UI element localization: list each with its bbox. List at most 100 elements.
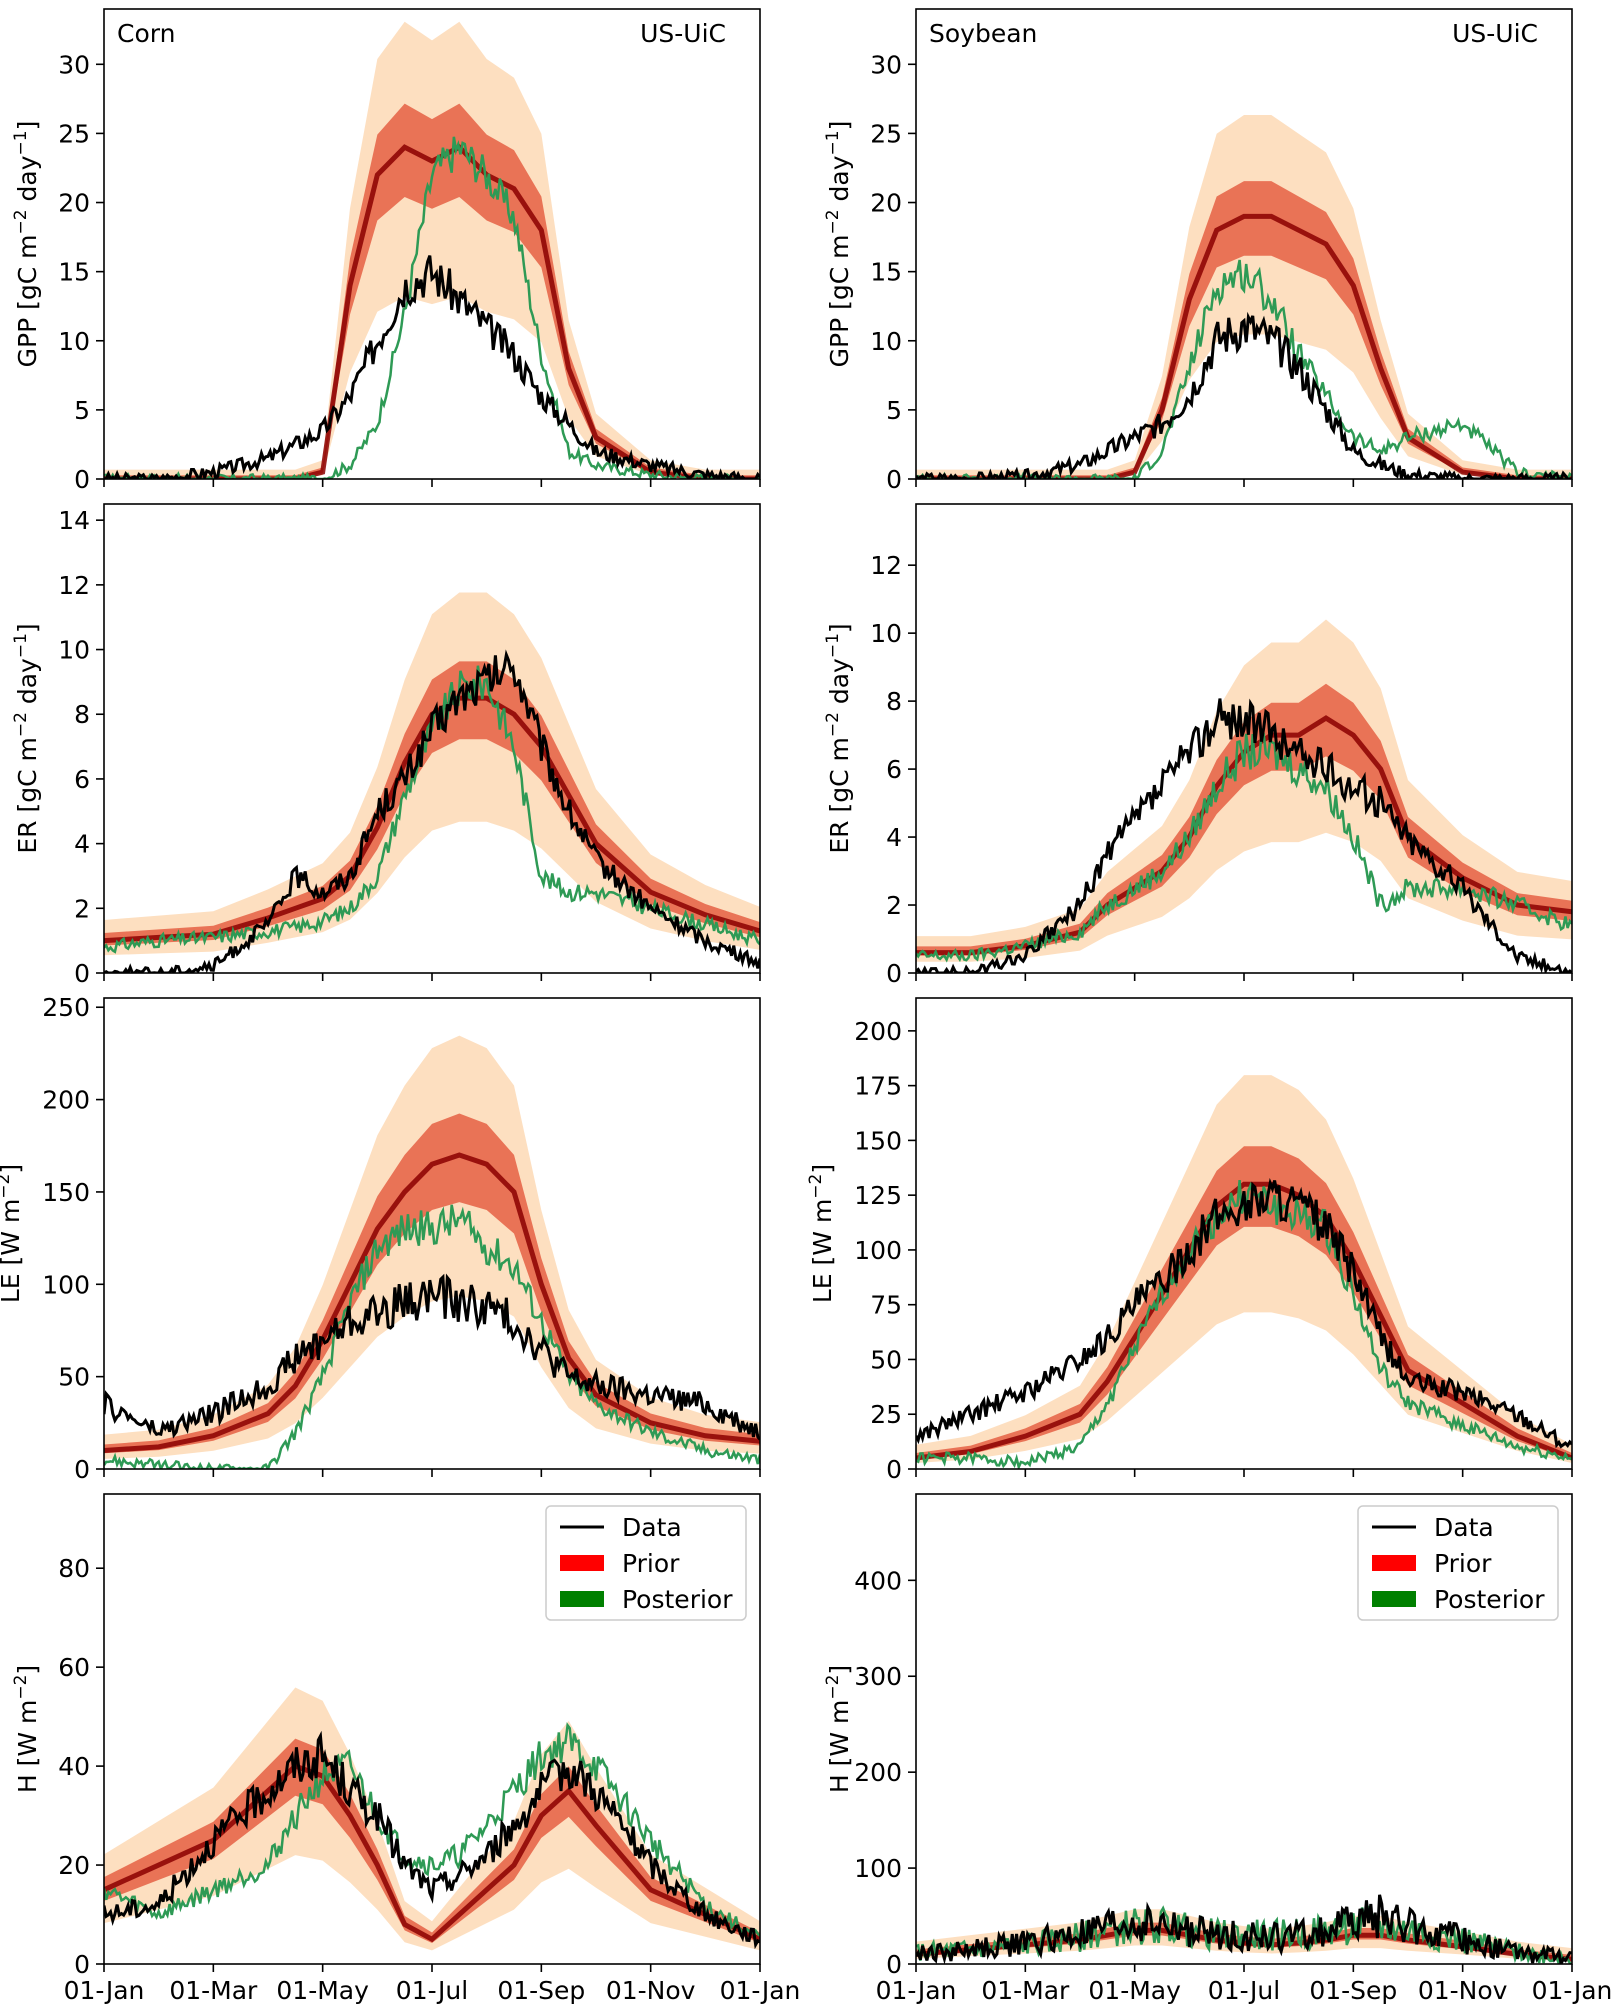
site-label: US-UiC: [640, 19, 726, 48]
y-label-sup: −1: [11, 130, 31, 155]
y-tick-label: 200: [854, 1017, 902, 1046]
y-tick-label: 150: [42, 1178, 90, 1207]
y-tick-label: 15: [58, 258, 90, 287]
y-tick-label: 200: [42, 1086, 90, 1115]
x-tick-label: 01-Sep: [1309, 1976, 1397, 2005]
y-label-close: ]: [825, 121, 854, 131]
panel-corn-h: 0 20 40 60 80 01-Jan 01-Mar 01-May 01-Jul 01-Sep 0…: [11, 1493, 800, 2005]
legend-data-label: Data: [622, 1513, 682, 1542]
y-axis-label: ER [gC m−2 day−1]: [11, 623, 42, 853]
y-tick-label: 80: [58, 1554, 90, 1583]
y-tick-label: 0: [886, 959, 902, 988]
y-label-sup: −2: [806, 1174, 826, 1199]
y-label-main: GPP [gC m: [13, 234, 42, 367]
y-label-sup: −1: [11, 633, 31, 658]
prior-line: [916, 1181, 1572, 1461]
prior-line: [104, 144, 760, 479]
panel-soy-h: 0 100 200 300 400 01-Jan 01-Mar 01-May 01-Jul 01-…: [823, 1493, 1612, 2005]
y-label-sup: −1: [823, 633, 843, 658]
y-label-sup: −2: [823, 209, 843, 234]
posterior-line: [916, 259, 1572, 479]
y-label-main: ER [gC m: [825, 737, 854, 854]
y-tick-label: 8: [74, 700, 90, 729]
x-tick-label: 01-May: [276, 1976, 369, 2005]
y-tick-label: 0: [886, 1455, 902, 1484]
prior-line: [104, 1763, 760, 1943]
prior-band-light: [104, 21, 760, 479]
y-tick-label: 250: [42, 993, 90, 1022]
site-label: US-UiC: [1452, 19, 1538, 48]
y-tick-label: 2: [886, 891, 902, 920]
data-line: [916, 311, 1572, 479]
panel-soy-er: 0 2 4 6 8 10 12 ER [gC m−2 day−1]: [823, 503, 1573, 988]
prior-band-light: [104, 1687, 760, 1951]
posterior-line: [104, 1204, 760, 1469]
y-tick-label: 10: [870, 619, 902, 648]
posterior-line: [104, 1722, 760, 1938]
legend-data-label: Data: [1434, 1513, 1494, 1542]
plot-area: [104, 1687, 760, 1951]
y-tick-label: 20: [58, 1851, 90, 1880]
y-tick-label: 300: [854, 1662, 902, 1691]
legend-prior-label: Prior: [1434, 1549, 1492, 1578]
legend-posterior-label: Posterior: [622, 1585, 733, 1614]
x-tick-label: 01-May: [1088, 1976, 1181, 2005]
y-tick-label: 75: [870, 1291, 902, 1320]
y-tick-label: 100: [854, 1236, 902, 1265]
y-label-sup: −2: [11, 1675, 31, 1700]
legend-posterior-label: Posterior: [1434, 1585, 1545, 1614]
y-label-main: LE [W m: [808, 1199, 837, 1303]
legend-prior-label: Prior: [622, 1549, 680, 1578]
x-tick-label: 01-Mar: [981, 1976, 1070, 2005]
legend-posterior-swatch: [560, 1591, 604, 1607]
y-tick-label: 8: [886, 687, 902, 716]
panel-corn-le: 0 50 100 150 200 250 LE [W m−2]: [0, 993, 761, 1484]
y-label-sup: −2: [11, 712, 31, 737]
data-line: [104, 649, 760, 973]
y-label-close: ]: [0, 1164, 25, 1174]
y-tick-label: 10: [870, 327, 902, 356]
y-label-main: H [W m: [825, 1700, 854, 1794]
y-tick-label: 0: [74, 1455, 90, 1484]
y-label-close: ]: [13, 1665, 42, 1675]
y-tick-label: 50: [58, 1363, 90, 1392]
y-label-main: GPP [gC m: [825, 234, 854, 367]
y-tick-label: 20: [870, 189, 902, 218]
prior-band-light: [916, 619, 1572, 962]
prior-band-light: [104, 592, 760, 956]
y-tick-label: 0: [74, 1950, 90, 1979]
y-label-close: ]: [13, 121, 42, 131]
y-label-main: LE [W m: [0, 1199, 25, 1303]
y-tick-label: 0: [74, 465, 90, 494]
plot-area: [916, 115, 1572, 479]
y-tick-label: 14: [58, 506, 90, 535]
x-tick-label: 01-Jan: [876, 1976, 957, 2005]
legend: Data Prior Posterior: [545, 1505, 747, 1621]
y-label-close: ]: [825, 1665, 854, 1675]
y-axis-label: ER [gC m−2 day−1]: [823, 623, 854, 853]
y-tick-label: 175: [854, 1072, 902, 1101]
plot-area: [104, 1035, 760, 1469]
x-tick-label: 01-Nov: [606, 1976, 696, 2005]
y-label-sup: −2: [11, 209, 31, 234]
y-label-sup: −2: [823, 712, 843, 737]
panel-soy-gpp: 0 5 10 15 20 25 30 GPP [gC m−2 day−1] Soybean US-…: [823, 8, 1573, 494]
crop-label: Corn: [117, 19, 175, 48]
data-line: [916, 1177, 1572, 1449]
y-tick-label: 6: [74, 765, 90, 794]
legend-posterior-swatch: [1372, 1591, 1416, 1607]
prior-band-mid: [916, 181, 1572, 479]
y-tick-label: 20: [58, 189, 90, 218]
x-tick-label: 01-Sep: [497, 1976, 585, 2005]
y-tick-label: 2: [74, 894, 90, 923]
plot-area: [916, 1075, 1572, 1469]
y-tick-label: 10: [58, 636, 90, 665]
data-line: [104, 1730, 760, 1950]
legend: Data Prior Posterior: [1357, 1505, 1559, 1621]
x-tick-label: 01-Nov: [1418, 1976, 1508, 2005]
y-label-sup: −2: [0, 1174, 14, 1199]
y-label-close: ]: [808, 1164, 837, 1174]
prior-line: [104, 1152, 760, 1454]
data-line: [916, 1894, 1572, 1964]
